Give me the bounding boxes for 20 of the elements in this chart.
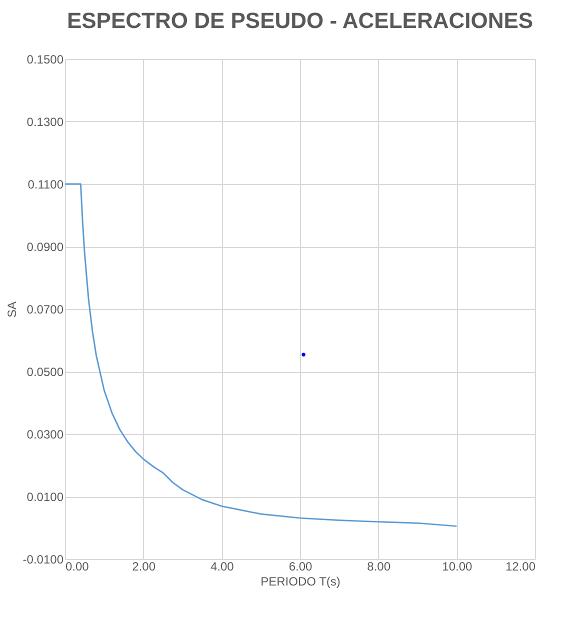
x-tick-label: 2.00 [132, 560, 156, 574]
y-tick-label: 0.0900 [26, 240, 64, 254]
y-tick-label: 0.1300 [26, 115, 64, 129]
y-tick-label: 0.1100 [28, 178, 64, 192]
y-tick-label: 0.0500 [26, 365, 64, 379]
line-series [64, 183, 458, 527]
x-tick-label: 4.00 [210, 560, 234, 574]
x-axis-title: PERIODO T(s) [260, 574, 340, 588]
y-tick-label: -0.0100 [22, 552, 64, 566]
chart-title: ESPECTRO DE PSEUDO - ACELERACIONES [66, 8, 534, 33]
x-tick-label: 0.00 [66, 560, 90, 574]
x-tick-label: 12.00 [505, 560, 536, 574]
y-tick-label: 0.0300 [26, 428, 64, 442]
x-tick-label: 8.00 [367, 560, 391, 574]
y-tick-label: 0.1500 [26, 52, 64, 66]
y-axis-title: SA [4, 301, 19, 318]
x-tick-label: 6.00 [288, 560, 312, 574]
x-tick-label: 10.00 [442, 560, 473, 574]
y-tick-label: 0.0700 [26, 302, 64, 316]
y-tick-label: 0.0100 [26, 490, 64, 504]
